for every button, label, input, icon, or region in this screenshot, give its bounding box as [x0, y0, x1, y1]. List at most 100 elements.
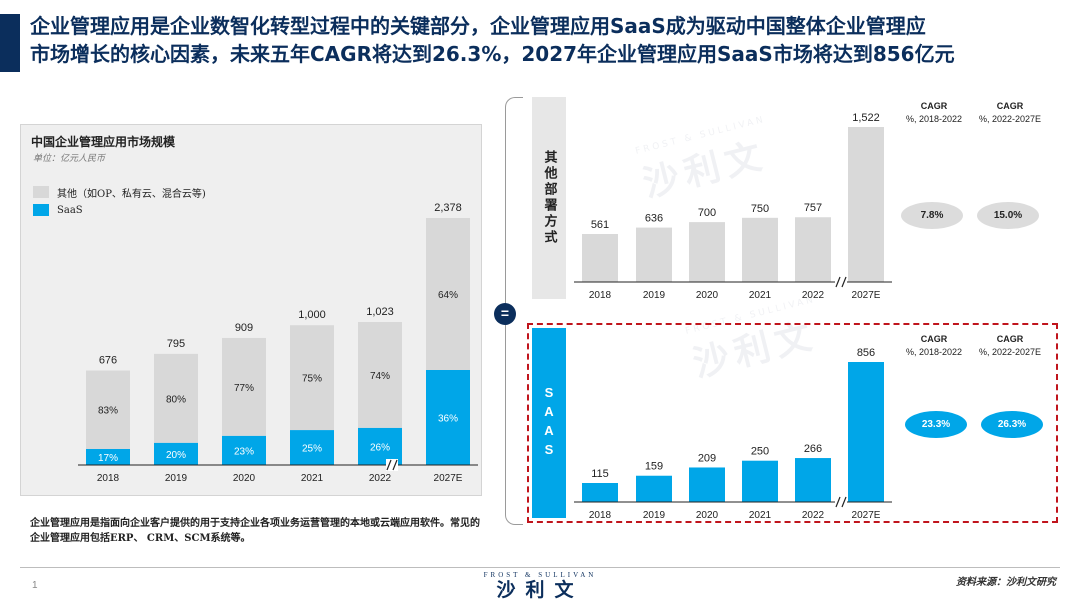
bar-saas [358, 427, 402, 465]
cagr-badge-saas-2018-2022: 23.3% [905, 411, 967, 438]
x-tick-label: 2018 [589, 290, 612, 301]
data-label-saas-pct: 26% [370, 442, 390, 453]
x-tick-label: 2021 [301, 473, 324, 484]
data-label: 1,522 [852, 112, 880, 124]
legend-swatch-saas [33, 204, 49, 216]
footer-divider [20, 567, 1060, 568]
data-label-total: 1,000 [298, 309, 326, 321]
bar-saas [795, 458, 831, 502]
data-label-other-pct: 74% [370, 371, 390, 382]
bar-other-deployment [848, 127, 884, 282]
data-label: 561 [591, 219, 609, 231]
bar-other-deployment [689, 222, 725, 282]
data-label-other-pct: 83% [98, 406, 118, 417]
x-tick-label: 2022 [802, 290, 825, 301]
logo-cn: 沙利文 [496, 579, 584, 601]
data-label-saas-pct: 17% [98, 453, 118, 464]
saas-label-text: SAAS [541, 385, 557, 461]
bar-other [154, 353, 198, 443]
legend: 其他（如OP、私有云、混合云等) SaaS [33, 183, 206, 219]
slide-title-line-2: 市场增长的核心因素，未来五年CAGR将达到26.3%，2027年企业管理应用Sa… [30, 42, 955, 66]
x-tick-label: 2027E [852, 290, 881, 301]
bar-other [86, 370, 130, 449]
cagr-header-title: CAGR [996, 334, 1024, 344]
x-tick-label: 2021 [749, 510, 772, 521]
data-label-total: 1,023 [366, 306, 394, 318]
data-label: 250 [751, 446, 769, 458]
data-label: 115 [591, 468, 609, 480]
title-accent-bar [0, 14, 20, 72]
equals-badge: = [494, 303, 516, 325]
footnote: 企业管理应用是指面向企业客户提供的用于支持企业各项业务运营管理的本地或云端应用软… [30, 518, 480, 544]
x-tick-label: 2022 [369, 473, 392, 484]
data-label: 757 [804, 202, 822, 214]
bar-other-deployment [636, 227, 672, 282]
legend-label-other: 其他（如OP、私有云、混合云等) [57, 188, 206, 200]
stacked-bar-chart: 17% 83% 676 2018 20% 80% 795 2019 23% 77% 909 2020 2… [78, 202, 478, 484]
x-tick-label: 2019 [643, 510, 666, 521]
legend-label-saas: SaaS [57, 204, 83, 216]
bar-other [222, 337, 266, 436]
axis-break-mark [835, 496, 841, 508]
data-label: 750 [751, 203, 769, 215]
axis-break-mark [386, 459, 392, 471]
bar-saas [689, 467, 725, 502]
cagr-header-title: CAGR [996, 101, 1024, 111]
bar-saas [582, 483, 618, 502]
logo-en: FROST & SULLIVAN [483, 571, 597, 579]
data-label: 159 [645, 461, 663, 473]
legend-item-other: 其他（如OP、私有云、混合云等) [33, 183, 206, 201]
axis-break-mark [835, 276, 841, 288]
x-tick-label: 2020 [233, 473, 256, 484]
cagr-header-2: CAGR %, 2022-2027E [970, 100, 1050, 126]
saas-label: SAAS [532, 328, 566, 518]
bar-saas [426, 370, 470, 465]
data-label-saas-pct: 36% [438, 414, 458, 425]
data-label-saas-pct: 25% [302, 444, 322, 455]
cagr-header-3: CAGR %, 2018-2022 [894, 333, 974, 359]
bar-saas [86, 448, 130, 465]
data-label-total: 676 [99, 355, 117, 367]
axis-break-mark [841, 276, 847, 288]
x-tick-label: 2027E [434, 473, 463, 484]
saas-highlight-box [527, 323, 1058, 523]
page-number: 1 [32, 580, 38, 591]
legend-item-saas: SaaS [33, 201, 206, 219]
slide-title: 企业管理应用是企业数智化转型过程中的关键部分，企业管理应用SaaS成为驱动中国整… [30, 12, 1060, 68]
cagr-header-1: CAGR %, 2018-2022 [894, 100, 974, 126]
panel-title: 中国企业管理应用市场规模 [31, 135, 176, 149]
data-label-other-pct: 77% [234, 383, 254, 394]
cagr-badge-other-2022-2027: 15.0% [977, 202, 1039, 229]
bar-other [426, 218, 470, 370]
axis-break-gap [835, 496, 847, 508]
data-label-other-pct: 75% [302, 374, 322, 385]
data-label-other-pct: 80% [166, 394, 186, 405]
data-label: 266 [804, 443, 822, 455]
saas-bar-chart: 115 2018 159 2019 209 2020 250 2021 266 2022 856 20… [574, 347, 892, 521]
data-label-saas-pct: 23% [234, 446, 254, 457]
bar-other-deployment [742, 217, 778, 282]
legend-swatch-other [33, 186, 49, 198]
panel-unit: 单位：亿元人民币 [33, 154, 106, 164]
cagr-header-period: %, 2018-2022 [905, 347, 963, 357]
cagr-badge-saas-2022-2027: 26.3% [981, 411, 1043, 438]
bar-other [358, 322, 402, 428]
x-tick-label: 2018 [97, 473, 120, 484]
data-label-total: 2,378 [434, 202, 462, 214]
bar-other-deployment [582, 234, 618, 282]
x-tick-label: 2019 [643, 290, 666, 301]
x-tick-label: 2020 [696, 510, 719, 521]
cagr-header-period: %, 2022-2027E [978, 347, 1042, 357]
x-tick-label: 2018 [589, 510, 612, 521]
cagr-header-title: CAGR [920, 334, 948, 344]
data-label-total: 909 [235, 322, 253, 334]
slide-title-line-1: 企业管理应用是企业数智化转型过程中的关键部分，企业管理应用SaaS成为驱动中国整… [30, 14, 926, 38]
cagr-badge-other-2018-2022: 7.8% [901, 202, 963, 229]
data-label: 856 [857, 347, 875, 359]
other-deployment-label: 其他部署方式 [532, 97, 566, 299]
x-tick-label: 2019 [165, 473, 188, 484]
cagr-header-period: %, 2022-2027E [978, 114, 1042, 124]
cagr-header-4: CAGR %, 2022-2027E [970, 333, 1050, 359]
bar-saas [742, 460, 778, 502]
x-tick-label: 2027E [852, 510, 881, 521]
